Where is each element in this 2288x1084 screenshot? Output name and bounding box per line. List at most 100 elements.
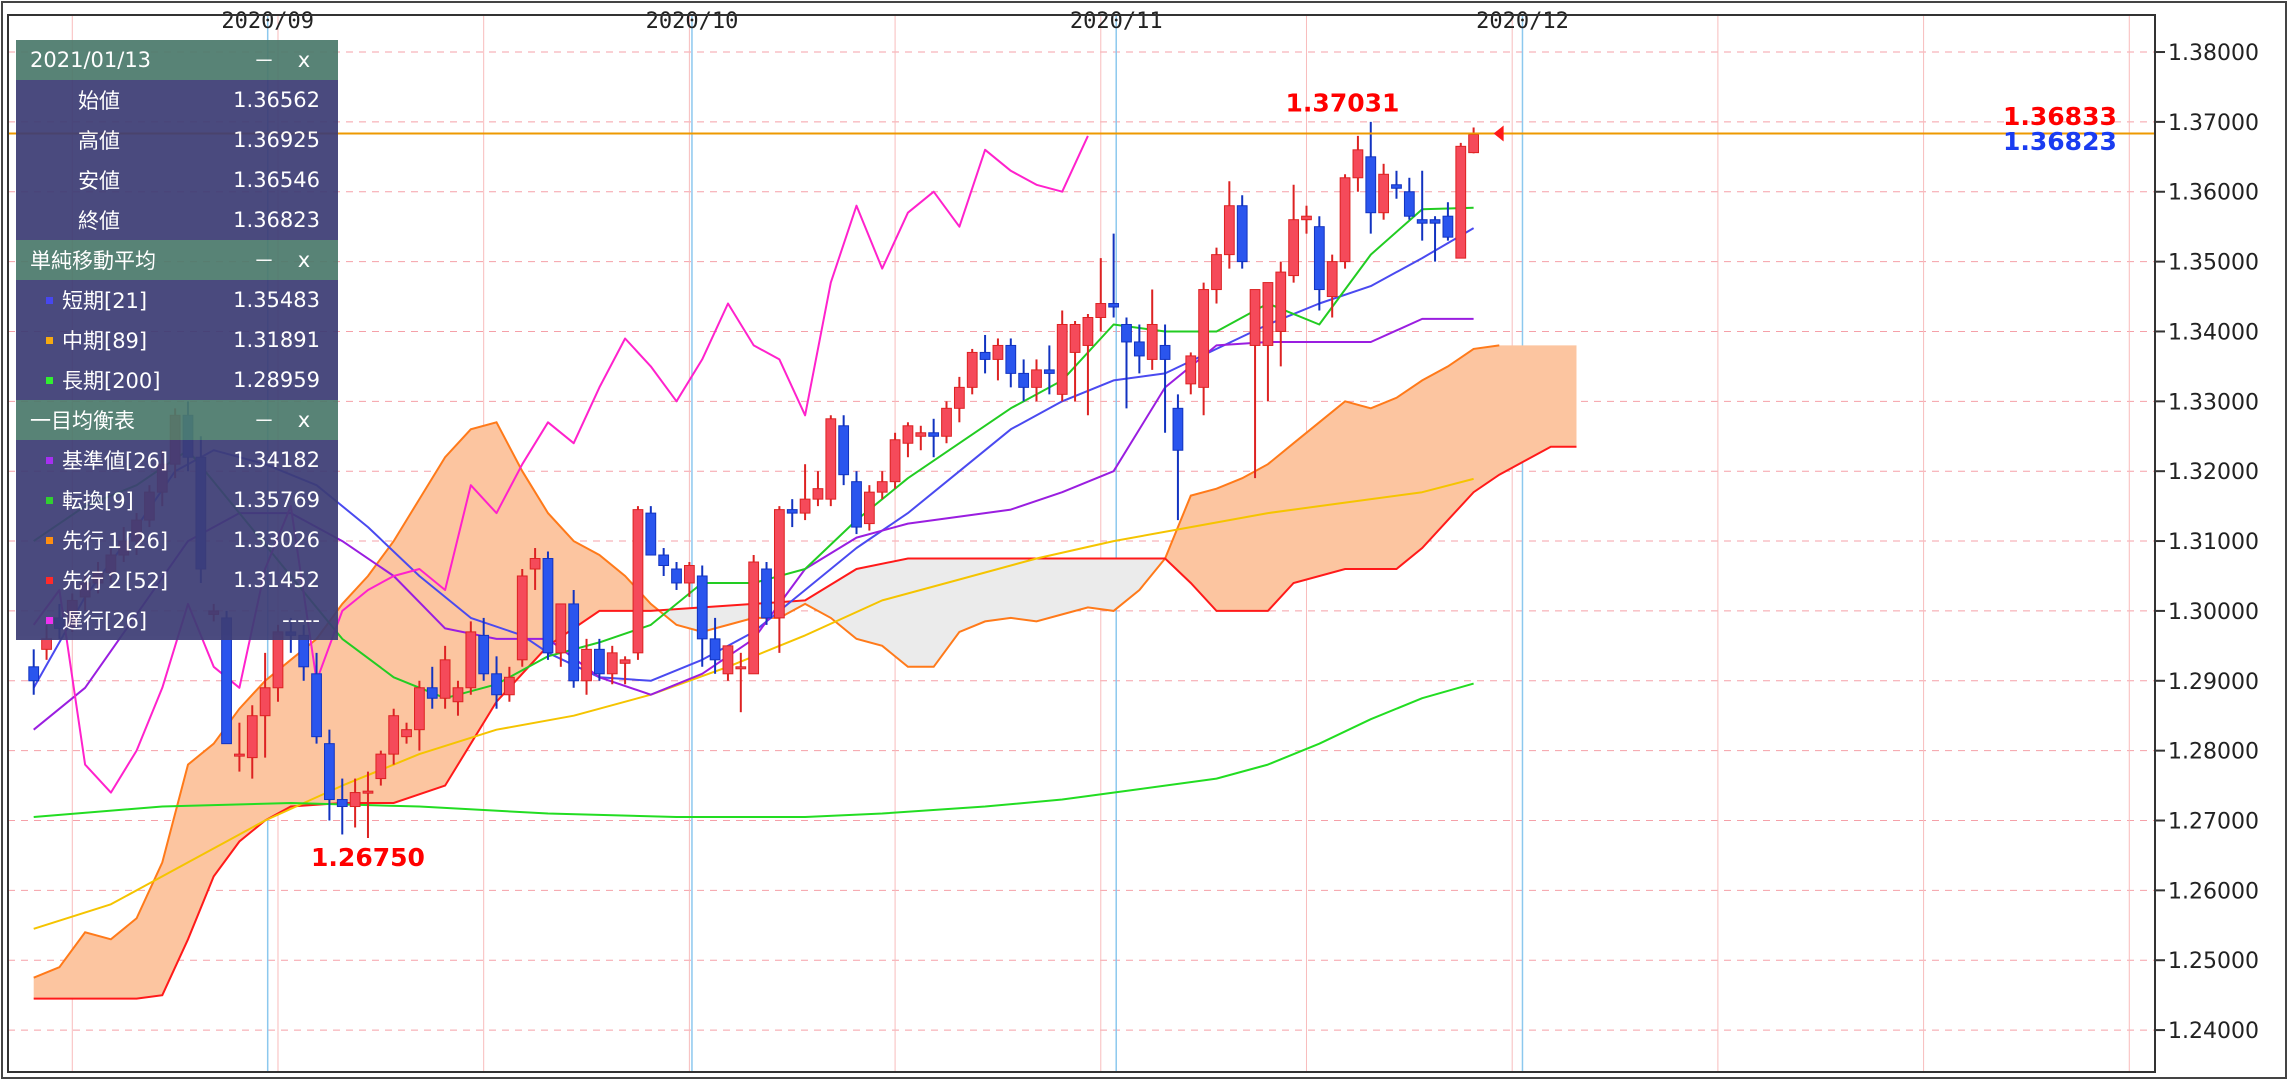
candle-body bbox=[28, 666, 40, 682]
ichimoku-cloud bbox=[33, 422, 658, 999]
ohlc-label: 高値 bbox=[78, 129, 120, 153]
candle-body bbox=[1121, 323, 1132, 343]
candle-body bbox=[1236, 205, 1248, 263]
candle-body bbox=[1172, 407, 1184, 451]
ichimoku-value: ----- bbox=[282, 608, 320, 632]
y-tick-label: 1.29000 bbox=[2168, 670, 2259, 695]
y-tick-label: 1.36000 bbox=[2168, 181, 2259, 206]
close-button[interactable]: x bbox=[297, 408, 311, 432]
series-color-dot bbox=[46, 297, 53, 304]
low-annotation: 1.26750 bbox=[311, 843, 425, 872]
candle-body bbox=[1185, 355, 1197, 385]
ohlc-value: 1.36823 bbox=[233, 208, 320, 232]
y-tick-label: 1.27000 bbox=[2168, 809, 2259, 834]
candle-body bbox=[1416, 219, 1428, 224]
ohlc-value: 1.36925 bbox=[233, 128, 320, 152]
x-tick-label: 2020/10 bbox=[646, 9, 739, 34]
candle-body bbox=[1455, 145, 1467, 259]
legend-panel: 2021/01/13 － x 始値 1.36562 高値 1.36925 安値 1.3… bbox=[16, 40, 338, 640]
ichimoku-value: 1.31452 bbox=[233, 568, 320, 592]
candle-body bbox=[735, 666, 747, 670]
ohlc-row-high: 高値 1.36925 bbox=[16, 120, 338, 160]
candle-body bbox=[1301, 215, 1312, 221]
minimize-button[interactable]: － bbox=[253, 249, 275, 273]
candle-body bbox=[748, 561, 760, 675]
ichimoku-row-span-a: 先行１[26] 1.33026 bbox=[16, 520, 338, 560]
candle-body bbox=[825, 418, 837, 500]
sma-label: 中期[89] bbox=[62, 329, 148, 353]
ichimoku-row-chikou: 遅行[26] ----- bbox=[16, 600, 338, 640]
candle-body bbox=[1005, 344, 1017, 374]
candle-body bbox=[1403, 191, 1415, 217]
x-tick-label: 2020/11 bbox=[1070, 9, 1163, 34]
ichimoku-cloud bbox=[660, 558, 1162, 667]
ohlc-row-low: 安値 1.36546 bbox=[16, 160, 338, 200]
candle-body bbox=[1468, 133, 1480, 154]
x-tick-label: 2020/12 bbox=[1476, 9, 1569, 34]
ichimoku-row-tenkan: 転換[9] 1.35769 bbox=[16, 480, 338, 520]
candle-body bbox=[1095, 303, 1107, 318]
ohlc-value: 1.36546 bbox=[233, 168, 320, 192]
candle-body bbox=[1031, 369, 1042, 388]
candle-body bbox=[812, 488, 824, 500]
candle-body bbox=[966, 351, 978, 388]
series-color-dot bbox=[46, 577, 53, 584]
candle-body bbox=[542, 558, 554, 654]
sma-value: 1.31891 bbox=[233, 328, 320, 352]
sma-row-mid: 中期[89] 1.31891 bbox=[16, 320, 338, 360]
minimize-button[interactable]: － bbox=[253, 49, 275, 73]
close-button[interactable]: x bbox=[297, 248, 311, 272]
sma-value: 1.35483 bbox=[233, 288, 320, 312]
candle-body bbox=[594, 648, 605, 675]
candle-body bbox=[928, 432, 940, 437]
series-color-dot bbox=[46, 337, 53, 344]
candle-body bbox=[606, 652, 618, 675]
series-color-dot bbox=[46, 497, 53, 504]
candle-body bbox=[336, 799, 348, 808]
candle-body bbox=[761, 568, 772, 619]
candle-body bbox=[1018, 372, 1030, 388]
sma-row-short: 短期[21] 1.35483 bbox=[16, 280, 338, 320]
candle-body bbox=[568, 603, 580, 682]
y-tick-label: 1.30000 bbox=[2168, 600, 2259, 625]
x-tick-label: 2020/09 bbox=[221, 9, 314, 34]
candle-body bbox=[246, 715, 258, 759]
candle-body bbox=[1056, 323, 1068, 395]
candle-body bbox=[401, 729, 412, 738]
ohlc-value: 1.36562 bbox=[233, 88, 320, 112]
sma-value: 1.28959 bbox=[233, 368, 320, 392]
candle-body bbox=[581, 648, 592, 682]
candle-body bbox=[516, 575, 528, 661]
candle-body bbox=[375, 753, 387, 780]
candle-body bbox=[1043, 369, 1055, 374]
y-tick-label: 1.37000 bbox=[2168, 111, 2259, 136]
ichimoku-label: 先行１[26] bbox=[62, 529, 169, 553]
candle-body bbox=[851, 481, 862, 528]
candle-body bbox=[362, 790, 374, 794]
candle-body bbox=[1365, 156, 1377, 214]
candle-body bbox=[941, 407, 952, 437]
ichimoku-title: 一目均衡表 bbox=[30, 409, 135, 433]
ichimoku-cloud bbox=[1165, 345, 1577, 611]
y-tick-label: 1.32000 bbox=[2168, 460, 2259, 485]
candle-body bbox=[1429, 219, 1441, 224]
sma-label: 長期[200] bbox=[62, 369, 161, 393]
candle-body bbox=[1442, 215, 1454, 238]
candle-body bbox=[1223, 205, 1235, 256]
minimize-button[interactable]: － bbox=[253, 409, 275, 433]
candle-body bbox=[619, 659, 631, 664]
candle-body bbox=[504, 676, 515, 696]
candle-body bbox=[786, 509, 798, 514]
indicator-line bbox=[33, 682, 1474, 818]
close-button[interactable]: x bbox=[297, 48, 311, 72]
candle-body bbox=[979, 351, 991, 360]
last-price-tag-upper: 1.36833 bbox=[2003, 102, 2117, 131]
plot-frame bbox=[7, 14, 2156, 1073]
candle-body bbox=[1082, 316, 1094, 346]
series-color-dot bbox=[46, 617, 53, 624]
candle-body bbox=[838, 425, 850, 476]
candle-body bbox=[889, 439, 901, 483]
candle-body bbox=[491, 673, 502, 696]
